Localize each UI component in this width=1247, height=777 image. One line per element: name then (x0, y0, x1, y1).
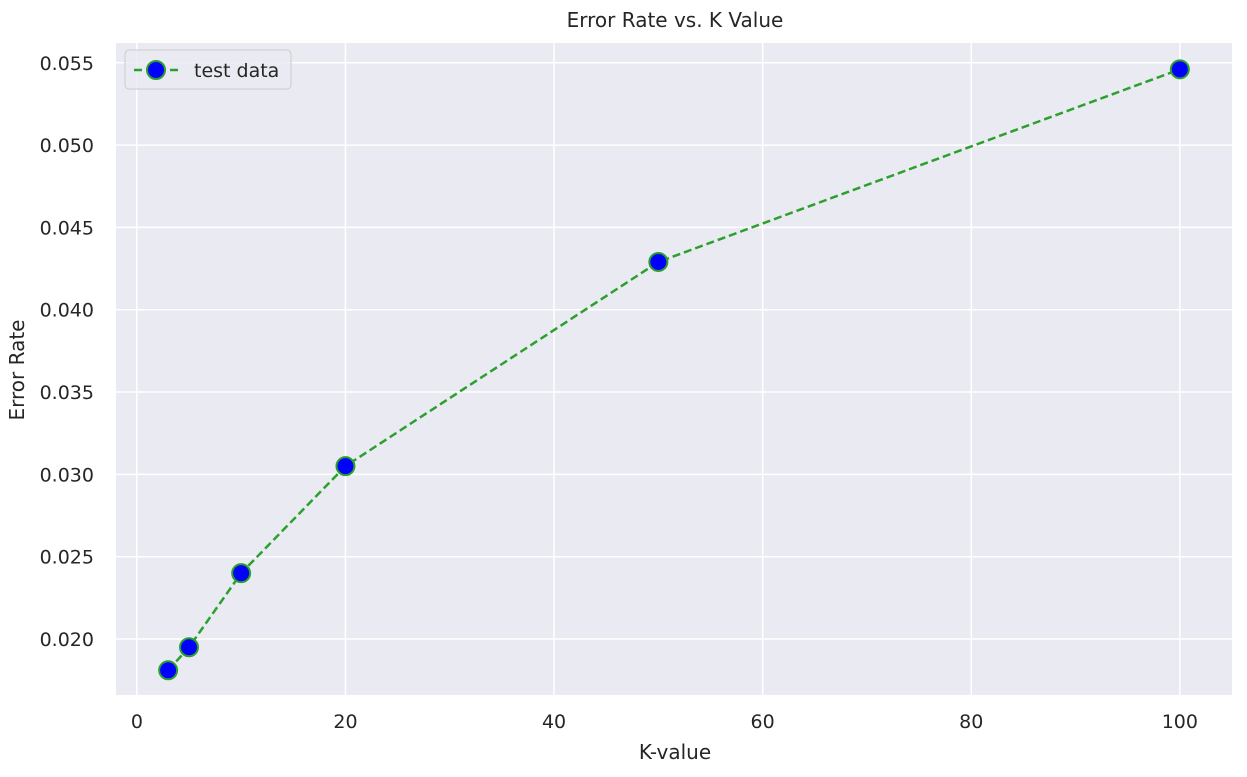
y-axis-title: Error Rate (5, 320, 29, 421)
x-tick-label: 100 (1162, 711, 1198, 733)
y-tick-label: 0.035 (40, 382, 94, 404)
y-tick-label: 0.055 (40, 53, 94, 75)
y-tick-label: 0.025 (40, 547, 94, 569)
y-tick-label: 0.040 (40, 300, 94, 322)
legend-box (124, 49, 292, 90)
data-point (179, 637, 200, 658)
legend-marker (146, 60, 166, 80)
x-tick-label: 60 (751, 711, 775, 733)
data-point (335, 456, 356, 477)
legend: test data (124, 49, 292, 90)
y-tick-label: 0.045 (40, 217, 94, 239)
y-tick-labels: 0.020 0.025 0.030 0.035 0.040 0.045 0.050 0.055 (40, 53, 94, 651)
y-tick-label: 0.020 (40, 629, 94, 651)
x-axis-title: K-value (639, 740, 711, 764)
x-tick-label: 40 (542, 711, 566, 733)
plot-background (116, 43, 1232, 695)
legend-label: test data (194, 60, 279, 82)
y-grid (116, 62, 1232, 640)
x-tick-labels: 0 20 40 60 80 100 (131, 711, 1198, 733)
x-tick-label: 80 (959, 711, 983, 733)
y-tick-label: 0.050 (40, 135, 94, 157)
y-tick-label: 0.030 (40, 464, 94, 486)
data-point (1169, 59, 1190, 80)
data-point (648, 251, 669, 272)
chart-title: Error Rate vs. K Value (567, 8, 784, 32)
x-grid (136, 43, 1181, 695)
x-tick-label: 20 (333, 711, 357, 733)
data-point (158, 660, 179, 681)
data-point (231, 563, 252, 584)
x-tick-label: 0 (131, 711, 143, 733)
series-layer (158, 59, 1190, 681)
